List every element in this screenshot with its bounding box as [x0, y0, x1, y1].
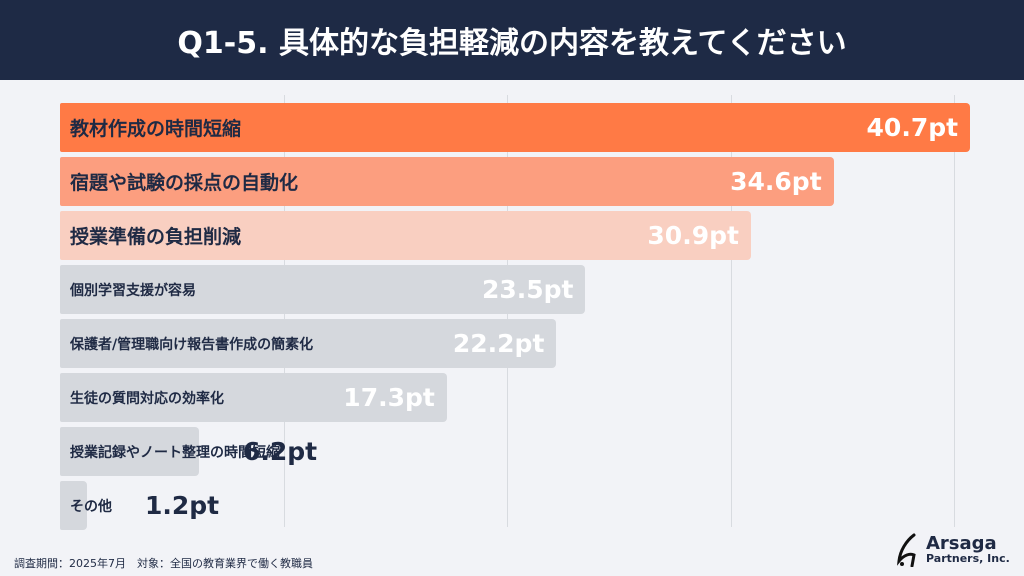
bar [60, 427, 199, 476]
value-label: 22.2pt [452, 329, 545, 358]
gridline [954, 95, 956, 527]
bar [60, 157, 834, 206]
category-label: 宿題や試験の採点の自動化 [70, 172, 299, 194]
value-label: 6.2pt [243, 437, 318, 466]
bar [60, 481, 87, 530]
category-label: 教材作成の時間短縮 [70, 118, 242, 140]
category-label: 個別学習支援が容易 [70, 282, 196, 299]
value-label: 30.9pt [647, 221, 739, 250]
page-title: Q1-5. 具体的な負担軽減の内容を教えてください [177, 26, 847, 61]
value-label: 17.3pt [343, 383, 435, 412]
logo-sub: Partners, Inc. [926, 552, 1010, 565]
bar [60, 211, 751, 260]
category-label: その他 [70, 498, 112, 515]
header: Q1-5. 具体的な負担軽減の内容を教えてください [0, 0, 1024, 80]
value-label: 23.5pt [481, 275, 574, 304]
value-label: 34.6pt [730, 167, 822, 196]
logo-name: Arsaga [926, 533, 997, 554]
survey-note: 調査期間：2025年7月 対象：全国の教育業界で働く教職員 [14, 557, 313, 570]
bar [60, 265, 586, 314]
value-label: 40.7pt [866, 113, 959, 142]
category-label: 生徒の質問対応の効率化 [70, 390, 224, 407]
bar [60, 319, 557, 368]
category-label: 保護者/管理職向け報告書作成の簡素化 [70, 336, 314, 353]
category-label: 授業記録やノート整理の時間短縮 [70, 444, 280, 461]
logo: Arsaga Partners, Inc. [896, 533, 1010, 567]
arsaga-logo-icon [897, 533, 916, 567]
bar [60, 103, 971, 152]
category-label: 授業準備の負担削減 [70, 226, 242, 248]
value-label: 1.2pt [145, 491, 220, 520]
gridline [730, 95, 732, 527]
bar [60, 373, 447, 422]
